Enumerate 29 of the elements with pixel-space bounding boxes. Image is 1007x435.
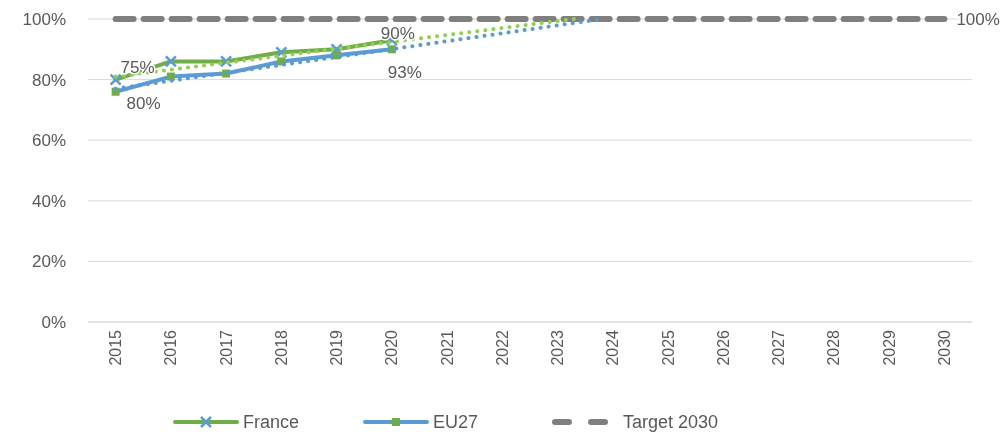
x-tick-label: 2027 bbox=[770, 329, 788, 366]
y-tick-label: 20% bbox=[31, 252, 66, 272]
x-tick-label: 2015 bbox=[107, 329, 125, 366]
x-tick-label: 2024 bbox=[604, 329, 622, 366]
x-tick-label: 2018 bbox=[272, 329, 290, 366]
x-tick-label: 2016 bbox=[162, 329, 180, 366]
x-tick-label: 2029 bbox=[880, 329, 898, 366]
x-tick-label: 2020 bbox=[383, 329, 401, 366]
y-tick-label: 60% bbox=[31, 131, 66, 151]
x-tick-label: 2026 bbox=[714, 329, 732, 366]
annotation: 80% bbox=[126, 93, 161, 113]
x-tick-label: 2017 bbox=[217, 329, 235, 366]
annotation: 90% bbox=[380, 24, 415, 44]
y-tick-label: 40% bbox=[31, 191, 66, 211]
annotation: 93% bbox=[387, 63, 422, 83]
x-tick-label: 2030 bbox=[935, 329, 953, 366]
x-tick-label: 2023 bbox=[549, 329, 567, 366]
y-tick-label: 80% bbox=[31, 70, 66, 90]
x-tick-label: 2028 bbox=[825, 329, 843, 366]
y-tick-label: 100% bbox=[22, 9, 66, 29]
x-tick-label: 2022 bbox=[493, 329, 511, 366]
legend-label: Target 2030 bbox=[623, 412, 719, 433]
x-tick-label: 2019 bbox=[328, 329, 346, 366]
x-tick-label: 2025 bbox=[659, 329, 677, 366]
y-tick-label: 0% bbox=[41, 312, 66, 332]
legend-label: France bbox=[243, 412, 300, 433]
x-tick-label: 2021 bbox=[438, 329, 456, 366]
annotation: 100% bbox=[956, 9, 1000, 29]
legend-label: EU27 bbox=[433, 412, 479, 433]
